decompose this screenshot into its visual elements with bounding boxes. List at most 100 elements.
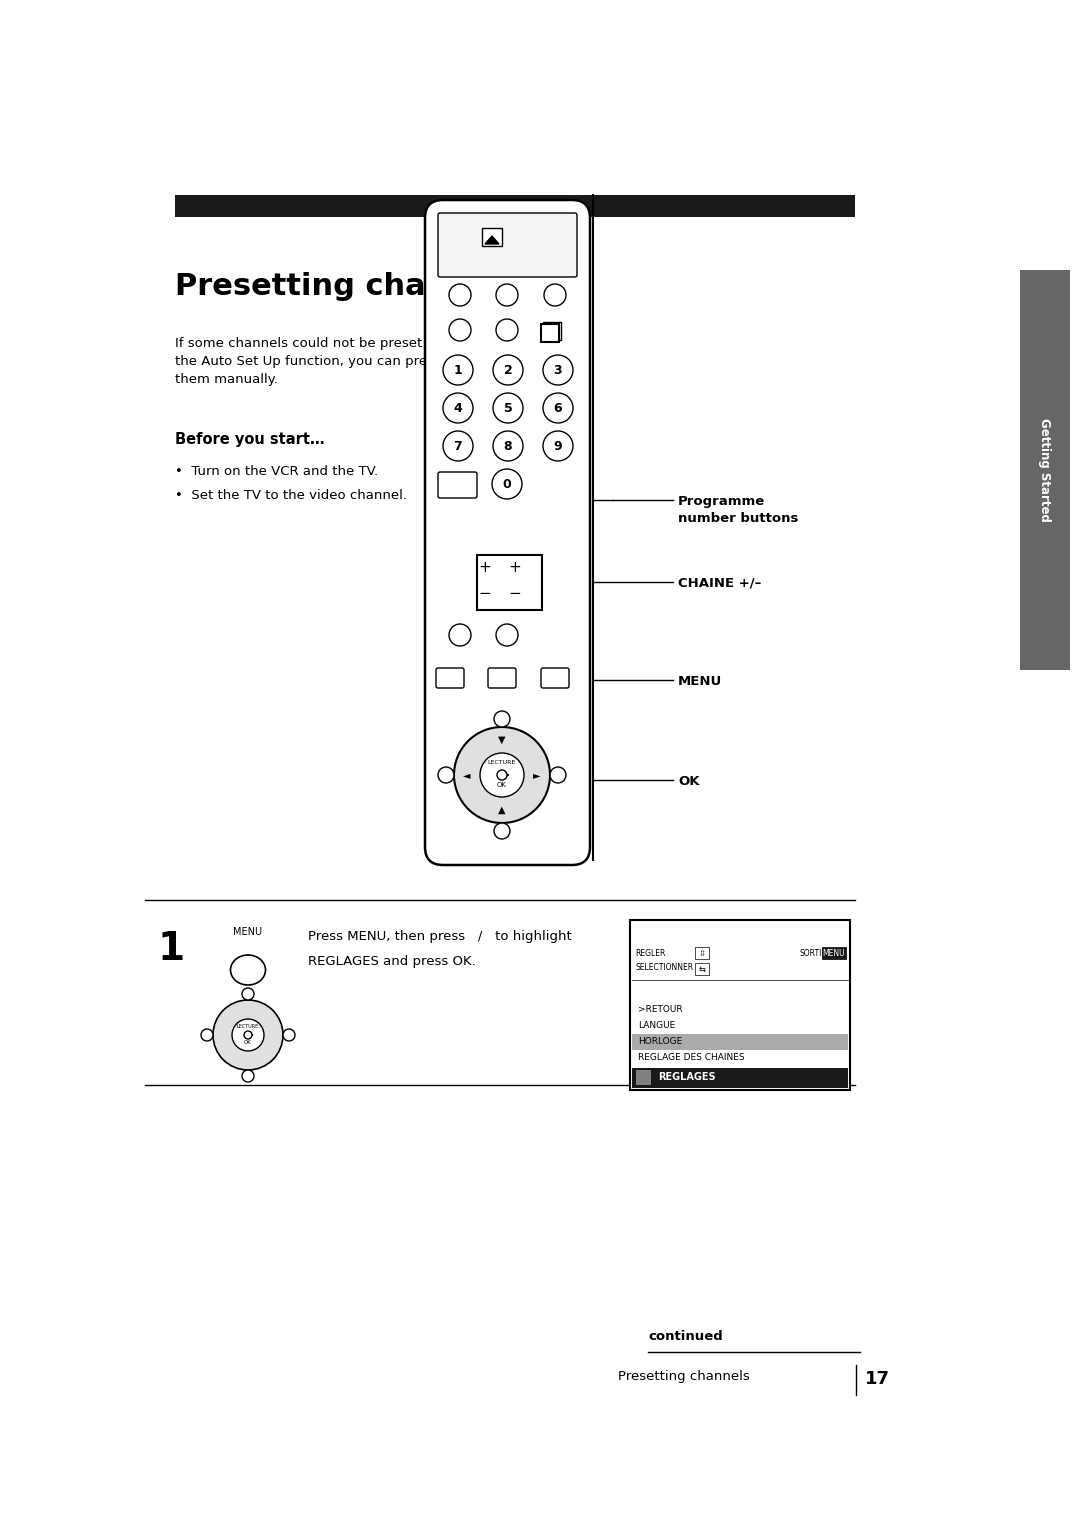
Text: MENU: MENU xyxy=(233,927,262,936)
Text: 1: 1 xyxy=(158,930,185,968)
Text: 1: 1 xyxy=(454,363,462,377)
Bar xyxy=(477,555,542,610)
Bar xyxy=(482,229,502,246)
Text: ◄: ◄ xyxy=(463,770,471,779)
Circle shape xyxy=(244,1031,252,1039)
Circle shape xyxy=(242,1071,254,1083)
FancyBboxPatch shape xyxy=(541,668,569,688)
Text: ⇳: ⇳ xyxy=(699,949,705,958)
Circle shape xyxy=(496,624,518,647)
Text: SELECTIONNER: SELECTIONNER xyxy=(635,964,693,973)
Text: continued: continued xyxy=(648,1330,723,1344)
Text: Presetting channels: Presetting channels xyxy=(618,1369,750,1383)
FancyBboxPatch shape xyxy=(438,473,477,499)
Text: 9: 9 xyxy=(554,439,563,453)
Text: 6: 6 xyxy=(554,401,563,415)
Bar xyxy=(632,1068,848,1087)
Text: >RETOUR: >RETOUR xyxy=(638,1005,683,1014)
Circle shape xyxy=(438,767,454,782)
Bar xyxy=(1020,270,1070,669)
Circle shape xyxy=(543,355,573,384)
Circle shape xyxy=(449,284,471,307)
Text: 7: 7 xyxy=(454,439,462,453)
FancyBboxPatch shape xyxy=(488,668,516,688)
Text: REGLAGE DES CHAINES: REGLAGE DES CHAINES xyxy=(638,1054,744,1063)
Text: Before you start…: Before you start… xyxy=(175,432,325,447)
Circle shape xyxy=(443,393,473,422)
Text: If some channels could not be preset using
the Auto Set Up function, you can pre: If some channels could not be preset usi… xyxy=(175,337,462,386)
Circle shape xyxy=(492,393,523,422)
Text: Getting Started: Getting Started xyxy=(1039,418,1052,522)
Circle shape xyxy=(543,432,573,461)
Text: Programme
number buttons: Programme number buttons xyxy=(678,496,798,525)
Bar xyxy=(175,195,855,217)
Text: 5: 5 xyxy=(503,401,512,415)
Circle shape xyxy=(232,1019,264,1051)
Text: REGLAGES: REGLAGES xyxy=(658,1072,716,1083)
Text: REGLER: REGLER xyxy=(635,949,665,958)
Circle shape xyxy=(443,355,473,384)
Text: −: − xyxy=(478,586,491,601)
Text: •  Set the TV to the video channel.: • Set the TV to the video channel. xyxy=(175,490,407,502)
Circle shape xyxy=(201,1029,213,1042)
Circle shape xyxy=(454,727,550,824)
Circle shape xyxy=(492,470,522,499)
Text: +: + xyxy=(509,560,522,575)
Text: Press MENU, then press   /   to highlight: Press MENU, then press / to highlight xyxy=(308,930,571,942)
Text: Presetting channels: Presetting channels xyxy=(175,271,518,300)
Text: CHAINE +/–: CHAINE +/– xyxy=(678,576,761,590)
Circle shape xyxy=(492,432,523,461)
Circle shape xyxy=(449,319,471,342)
Circle shape xyxy=(494,711,510,727)
Text: MENU: MENU xyxy=(678,676,723,688)
Circle shape xyxy=(480,753,524,798)
Text: OK: OK xyxy=(678,775,700,788)
Text: MENU: MENU xyxy=(823,949,846,958)
Text: REGLAGES and press OK.: REGLAGES and press OK. xyxy=(308,955,476,968)
Text: LECTURE: LECTURE xyxy=(237,1023,259,1028)
Text: OK: OK xyxy=(244,1040,252,1046)
Text: ►: ► xyxy=(534,770,541,779)
Text: ▲: ▲ xyxy=(498,805,505,814)
Text: ▼: ▼ xyxy=(498,735,505,746)
Text: LECTURE: LECTURE xyxy=(488,761,516,766)
Ellipse shape xyxy=(230,955,266,985)
Bar xyxy=(696,947,708,959)
Text: −: − xyxy=(509,586,522,601)
Text: •  Turn on the VCR and the TV.: • Turn on the VCR and the TV. xyxy=(175,465,378,477)
Text: HORLOGE: HORLOGE xyxy=(638,1037,683,1046)
Circle shape xyxy=(496,284,518,307)
Text: ⇆: ⇆ xyxy=(699,964,705,973)
Text: 4: 4 xyxy=(454,401,462,415)
Bar xyxy=(543,322,561,340)
Bar xyxy=(541,323,559,342)
Circle shape xyxy=(492,355,523,384)
Text: SORTIE: SORTIE xyxy=(800,949,827,958)
Text: LANGUE: LANGUE xyxy=(638,1022,675,1031)
Circle shape xyxy=(213,1000,283,1071)
Text: OK: OK xyxy=(497,782,507,788)
Circle shape xyxy=(283,1029,295,1042)
Circle shape xyxy=(449,624,471,647)
Circle shape xyxy=(497,770,507,779)
Bar xyxy=(822,947,846,959)
Text: 0: 0 xyxy=(502,477,511,491)
Text: +: + xyxy=(478,560,491,575)
Circle shape xyxy=(496,319,518,342)
Circle shape xyxy=(550,767,566,782)
Bar xyxy=(632,1034,848,1051)
Circle shape xyxy=(544,284,566,307)
Circle shape xyxy=(543,393,573,422)
Text: 2: 2 xyxy=(503,363,512,377)
Circle shape xyxy=(242,988,254,1000)
Bar xyxy=(630,920,850,1090)
Text: 17: 17 xyxy=(865,1369,890,1388)
Text: 3: 3 xyxy=(554,363,563,377)
Polygon shape xyxy=(485,236,499,244)
FancyBboxPatch shape xyxy=(436,668,464,688)
FancyBboxPatch shape xyxy=(426,200,590,865)
Circle shape xyxy=(443,432,473,461)
FancyBboxPatch shape xyxy=(438,214,577,278)
Bar xyxy=(635,1069,651,1084)
Circle shape xyxy=(494,824,510,839)
